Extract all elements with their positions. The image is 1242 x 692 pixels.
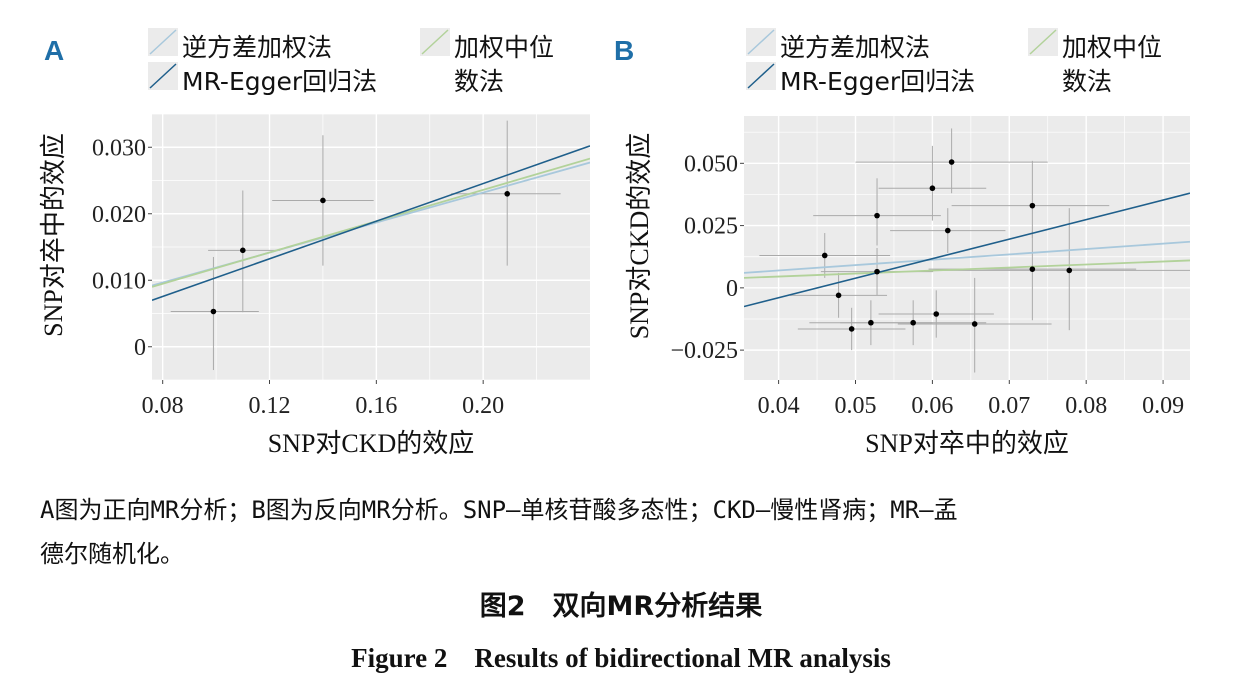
- y-tick-label: −0.025: [670, 338, 738, 364]
- figure-note: A图为正向MR分析；B图为反向MR分析。SNP—单核苷酸多态性；CKD—慢性肾病…: [40, 488, 1210, 576]
- legend-egger-label: MR-Egger回归法: [780, 67, 975, 96]
- legend-median-key-line: [1029, 29, 1057, 55]
- data-point: [874, 268, 880, 275]
- x-tick-label: 0.05: [835, 393, 877, 419]
- data-point: [848, 326, 855, 332]
- data-point: [929, 185, 936, 192]
- y-tick-label: 0.025: [684, 214, 738, 240]
- data-point: [944, 227, 951, 234]
- x-tick-label: 0.06: [911, 393, 953, 419]
- y-tick-label: 0.030: [92, 135, 146, 161]
- panel-letter: A: [44, 35, 64, 66]
- data-point: [933, 311, 940, 317]
- legend-median-key-line: [421, 29, 449, 55]
- x-tick-label: 0.16: [355, 393, 397, 419]
- x-tick-label: 0.08: [1065, 393, 1107, 419]
- data-point: [1066, 267, 1073, 274]
- figure-title-en: Figure 2 Results of bidirectional MR ana…: [351, 643, 891, 673]
- legend-ivw-key-line: [149, 29, 177, 55]
- legend-ivw-label: 逆方差加权法: [182, 33, 332, 62]
- regression-line-median: [744, 259, 1190, 279]
- data-point: [240, 247, 246, 254]
- legend-median-label-line2: 数法: [454, 67, 504, 96]
- data-point: [971, 321, 978, 327]
- x-tick-label: 0.12: [249, 393, 291, 419]
- x-axis-title: SNP对CKD的效应: [268, 429, 475, 458]
- data-point: [1029, 202, 1036, 209]
- legend-median-label-line1: 加权中位: [1062, 33, 1162, 62]
- y-tick-label: 0: [726, 276, 738, 302]
- data-point: [874, 212, 880, 219]
- regression-line-egger: [152, 145, 590, 301]
- data-point: [835, 292, 842, 299]
- y-tick-label: 0.010: [92, 268, 146, 294]
- x-tick-label: 0.09: [1142, 393, 1184, 419]
- legend-ivw-key-line: [747, 29, 775, 55]
- data-point: [320, 197, 326, 204]
- y-tick-label: 0: [134, 335, 146, 361]
- data-point: [1029, 266, 1036, 272]
- regression-line-egger: [744, 192, 1190, 308]
- legend-egger-key-line: [747, 63, 775, 89]
- legend-egger-key-line: [149, 63, 177, 89]
- x-tick-label: 0.07: [988, 393, 1030, 419]
- legend-median-label-line1: 加权中位: [454, 33, 554, 62]
- x-tick-label: 0.08: [142, 393, 184, 419]
- data-point: [948, 159, 955, 165]
- legend-egger-label: MR-Egger回归法: [182, 67, 377, 96]
- y-axis-title: SNP对CKD的效应: [625, 133, 654, 340]
- figure-title-cn: 图2 双向MR分析结果: [479, 591, 763, 622]
- figure-note-line2: 德尔随机化。: [40, 540, 184, 568]
- data-point: [210, 308, 217, 315]
- y-tick-label: 0.020: [92, 202, 146, 228]
- regression-line-ivw: [744, 240, 1190, 274]
- data-point: [868, 319, 874, 326]
- x-axis-title: SNP对卒中的效应: [865, 429, 1069, 458]
- y-axis-title: SNP对卒中的效应: [39, 133, 68, 337]
- x-tick-label: 0.20: [462, 393, 504, 419]
- data-point: [910, 319, 916, 326]
- y-tick-label: 0.050: [684, 151, 738, 177]
- plot-area: [744, 116, 1190, 380]
- x-tick-label: 0.04: [758, 393, 800, 419]
- legend-median-label-line2: 数法: [1062, 67, 1112, 96]
- panel-letter: B: [614, 35, 634, 66]
- data-point: [821, 252, 828, 259]
- data-point: [504, 191, 511, 197]
- legend-ivw-label: 逆方差加权法: [780, 33, 930, 62]
- figure-note-line1: A图为正向MR分析；B图为反向MR分析。SNP—单核苷酸多态性；CKD—慢性肾病…: [40, 496, 958, 524]
